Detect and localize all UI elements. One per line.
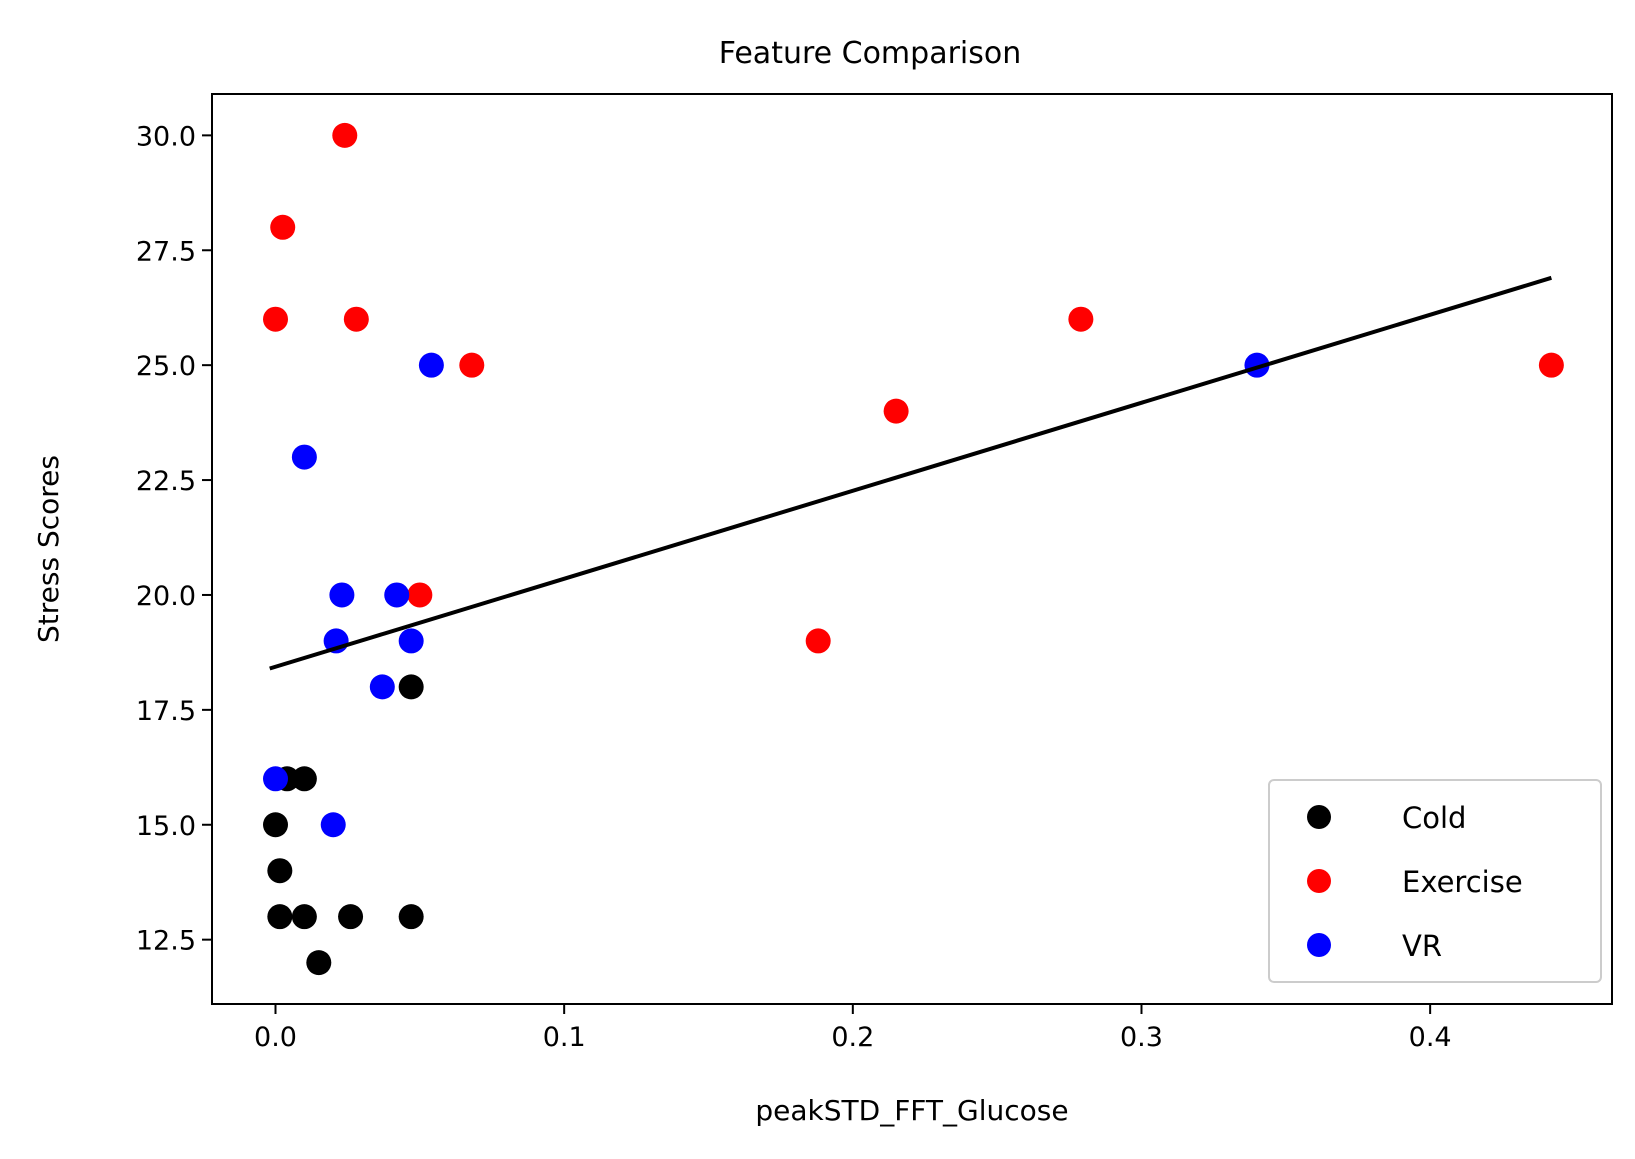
point-exercise (459, 352, 485, 378)
legend-box (1268, 779, 1602, 983)
legend-marker-exercise (1307, 869, 1331, 893)
axis-layer: 0.0 0.1 0.2 0.3 0.4 12.5 15.0 17.5 20.0 22.5 25.0 2… (136, 121, 1452, 1053)
point-exercise (805, 628, 831, 654)
point-vr (320, 812, 346, 838)
legend-label-vr: VR (1402, 929, 1442, 963)
y-tick-label: 17.5 (136, 696, 196, 727)
point-cold (398, 904, 424, 930)
point-cold (338, 904, 364, 930)
x-tick-label: 0.4 (1409, 1022, 1452, 1053)
y-tick-label: 25.0 (136, 351, 196, 382)
point-vr (263, 766, 289, 792)
point-vr (329, 582, 355, 608)
point-cold (267, 904, 293, 930)
y-tick-label: 22.5 (136, 466, 196, 497)
y-tick-label: 20.0 (136, 581, 196, 612)
x-tick-label: 0.1 (543, 1022, 586, 1053)
y-tick-label: 30.0 (136, 121, 196, 152)
y-axis-label: Stress Scores (32, 455, 65, 643)
point-cold (398, 674, 424, 700)
plot-frame (211, 93, 1613, 1005)
point-cold (291, 766, 317, 792)
plot-layer (263, 122, 1564, 976)
point-exercise (883, 398, 909, 424)
x-tick-label: 0.2 (831, 1022, 874, 1053)
point-vr (384, 582, 410, 608)
point-exercise (1538, 352, 1564, 378)
point-cold (263, 812, 289, 838)
x-tick-label: 0.0 (254, 1022, 297, 1053)
point-exercise (343, 306, 369, 332)
point-exercise (332, 122, 358, 148)
legend-marker-cold (1307, 805, 1331, 829)
point-exercise (1068, 306, 1094, 332)
x-tick-label: 0.3 (1120, 1022, 1163, 1053)
legend-label-cold: Cold (1402, 801, 1466, 835)
y-tick-label: 12.5 (136, 926, 196, 957)
y-tick-label: 27.5 (136, 236, 196, 267)
y-tick-label: 15.0 (136, 811, 196, 842)
point-cold (267, 858, 293, 884)
point-vr (418, 352, 444, 378)
point-vr (291, 444, 317, 470)
point-exercise (407, 582, 433, 608)
legend: Cold Exercise VR (1268, 779, 1602, 983)
chart-title: Feature Comparison (719, 36, 1022, 71)
x-axis-label: peakSTD_FFT_Glucose (755, 1094, 1068, 1127)
regression-line (269, 275, 1552, 671)
point-cold (291, 904, 317, 930)
point-vr (369, 674, 395, 700)
point-vr (398, 628, 424, 654)
legend-marker-vr (1307, 933, 1331, 957)
point-cold (306, 950, 332, 976)
point-exercise (263, 306, 289, 332)
point-exercise (270, 214, 296, 240)
legend-label-exercise: Exercise (1402, 865, 1523, 899)
